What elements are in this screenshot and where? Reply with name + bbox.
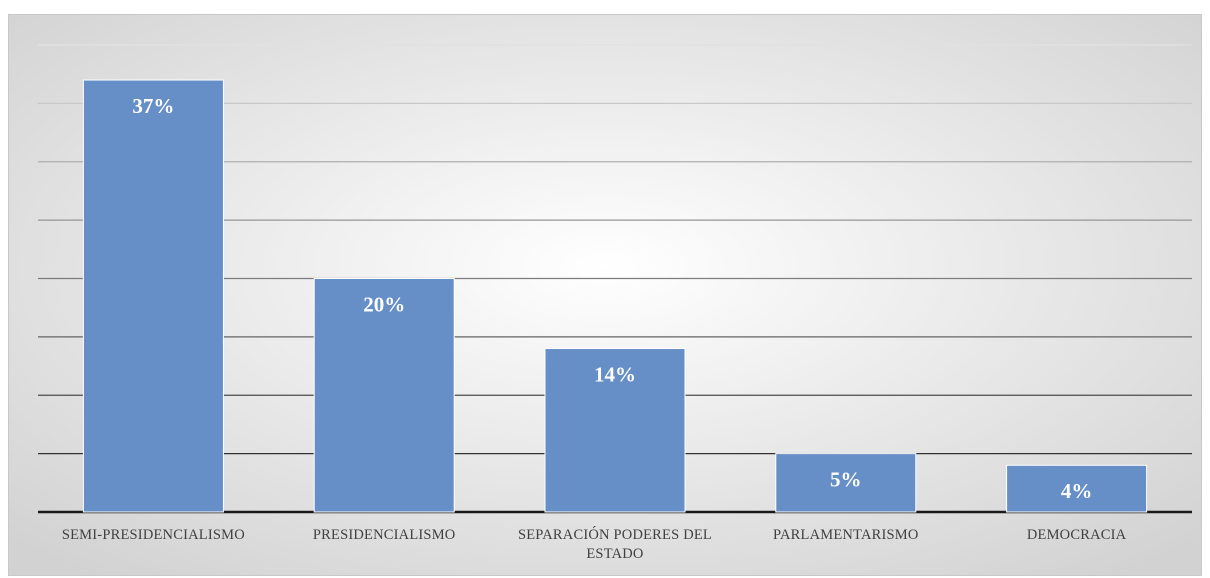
data-label: 14%: [594, 362, 636, 386]
bar: [544, 348, 686, 513]
data-label: 5%: [830, 467, 862, 491]
x-tick-label: SEMI-PRESIDENCIALISMO: [61, 527, 245, 543]
x-tick-label: SEPARACIÓN PODERES DEL ESTADO: [517, 527, 712, 562]
bar: [82, 79, 224, 513]
bar: [775, 453, 917, 513]
data-label: 4%: [1061, 479, 1093, 503]
x-tick-label: PRESIDENCIALISMO: [312, 527, 456, 543]
data-label: 20%: [363, 292, 405, 316]
bar: [313, 278, 455, 513]
x-tick-label: DEMOCRACIA: [1026, 527, 1127, 543]
x-tick-label: PARLAMENTARISMO: [773, 527, 919, 543]
data-label: 37%: [132, 94, 174, 118]
bar: [1006, 464, 1148, 513]
